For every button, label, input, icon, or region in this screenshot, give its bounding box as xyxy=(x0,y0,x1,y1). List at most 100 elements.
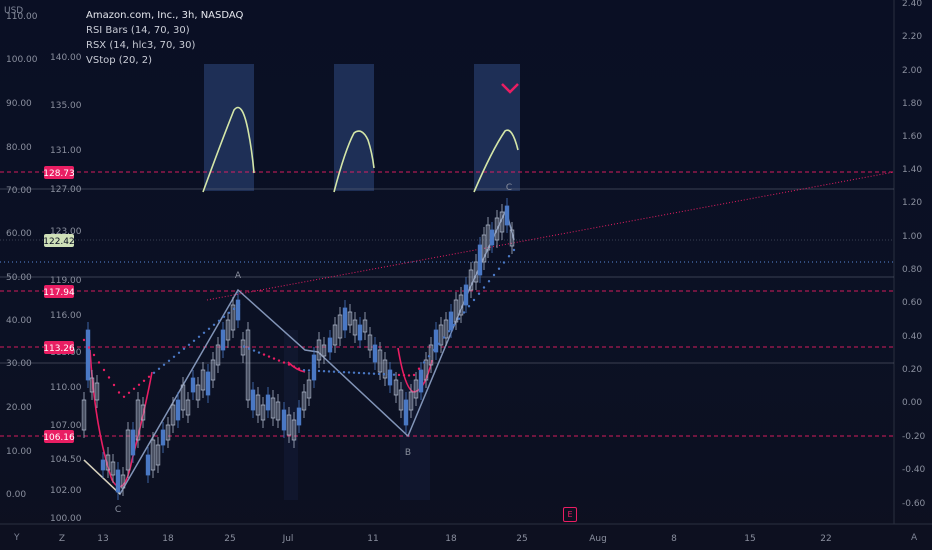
rsx-axis-tick: 0.40 xyxy=(902,332,922,342)
price-tag xyxy=(44,234,74,247)
indicator-rsi-bars[interactable]: RSI Bars (14, 70, 30) xyxy=(86,25,190,36)
earnings-badge[interactable]: E xyxy=(563,507,577,522)
vstop-dot xyxy=(82,338,86,342)
zigzag-pattern xyxy=(83,207,515,496)
price-tag-label: 122.42 xyxy=(43,237,75,247)
vstop-dot xyxy=(172,355,176,358)
candle-body xyxy=(150,439,156,471)
price-axis-tick: 131.00 xyxy=(50,146,82,156)
vstop-dot xyxy=(432,348,436,352)
vstop-dot xyxy=(452,323,456,327)
vstop-dot xyxy=(347,371,351,374)
candle-body xyxy=(286,414,292,436)
candle-body xyxy=(200,369,206,391)
zigzag-leg xyxy=(83,459,121,495)
candle-body xyxy=(393,379,399,396)
vstop-dot xyxy=(212,323,216,326)
candle-body xyxy=(145,454,151,476)
rsi-overbought-zone xyxy=(474,64,520,191)
vstop-dot xyxy=(467,305,471,308)
pattern-label-b: B xyxy=(405,448,411,458)
symbol-title[interactable]: Amazon.com, Inc., 3h, NASDAQ xyxy=(86,10,244,21)
vstop-dot xyxy=(137,383,141,386)
rsx-axis-tick: 1.00 xyxy=(902,232,922,242)
candle-body xyxy=(357,324,363,341)
candle-body xyxy=(382,359,388,379)
vstop-dot xyxy=(357,371,361,375)
time-axis-tick: 8 xyxy=(671,534,677,544)
candle-body xyxy=(311,354,317,381)
candle-body xyxy=(185,399,191,416)
vstop-dot xyxy=(482,286,486,289)
rsx-axis-tick: 1.20 xyxy=(902,198,922,208)
candle-body xyxy=(125,429,131,471)
vstop-dot xyxy=(412,373,416,377)
rsi-axis-tick: 30.00 xyxy=(6,359,32,369)
indicator-rsx[interactable]: RSX (14, hlc3, 70, 30) xyxy=(86,40,196,51)
vstop-dot xyxy=(267,355,271,358)
candle-body xyxy=(403,399,409,426)
vstop-dot xyxy=(442,336,446,339)
log-scale-toggle[interactable]: Y xyxy=(14,533,20,543)
vstop-dot xyxy=(387,373,391,376)
candle-body xyxy=(260,404,266,421)
pattern-label-c: C xyxy=(115,505,121,515)
vstop-dot xyxy=(107,376,111,379)
vstop-dot xyxy=(362,372,366,375)
rsi-axis-tick: 50.00 xyxy=(6,273,32,283)
rsi-axis-tick: 60.00 xyxy=(6,229,32,239)
rsx-axis-tick: -0.60 xyxy=(902,499,926,509)
vstop-dot xyxy=(257,351,261,354)
rsx-axis-tick: -0.40 xyxy=(902,465,926,475)
candle-body xyxy=(423,359,429,381)
vstop-dot xyxy=(197,335,201,338)
price-axis-tick: 119.00 xyxy=(50,276,82,286)
vstop-dot xyxy=(342,371,346,374)
vstop-dot xyxy=(152,371,156,374)
candle-body xyxy=(458,294,464,316)
price-axis-tick: 123.00 xyxy=(50,227,82,237)
vstop-dot xyxy=(127,391,131,394)
rsi-axis-tick: 20.00 xyxy=(6,403,32,413)
candle-body xyxy=(190,377,196,393)
vstop-dot xyxy=(102,368,106,372)
rsi-overbought-zone xyxy=(204,64,254,191)
auto-scale-toggle[interactable]: A xyxy=(911,533,918,543)
price-axis-tick: 107.00 xyxy=(50,421,82,431)
candle-body xyxy=(296,407,302,426)
price-tag xyxy=(44,341,74,354)
rsx-axis-tick: 0.20 xyxy=(902,365,922,375)
vstop-dot xyxy=(287,363,291,366)
rsx-curve xyxy=(287,361,306,373)
candle-body xyxy=(301,391,307,411)
vstop-dot xyxy=(192,339,196,342)
candle-body xyxy=(265,394,271,411)
candle-body xyxy=(332,324,338,346)
vstop-dot xyxy=(427,355,431,358)
vstop-dot xyxy=(352,371,356,374)
vstop-dot xyxy=(277,359,281,362)
candle-body xyxy=(362,319,368,333)
time-axis-tick: 13 xyxy=(97,534,108,544)
candle-body xyxy=(175,399,181,421)
vstop-dot xyxy=(372,372,376,375)
rsi-curve xyxy=(473,129,519,193)
vstop-dot xyxy=(147,375,151,378)
rsi-axis-tick: 110.00 xyxy=(6,12,38,22)
candle-body xyxy=(418,369,424,393)
candle-body xyxy=(494,217,500,241)
indicator-vstop[interactable]: VStop (20, 2) xyxy=(86,55,153,66)
price-axis-tick: 104.50 xyxy=(50,455,82,465)
vstop-dot xyxy=(507,255,511,258)
vstop-dot xyxy=(402,374,406,377)
time-axis-zoom: Z xyxy=(59,534,65,544)
vstop-dot xyxy=(497,267,501,270)
candle-body xyxy=(347,311,353,326)
time-axis-tick: 25 xyxy=(224,534,235,544)
vstop-dot xyxy=(237,303,241,306)
vstop-dot xyxy=(457,317,461,320)
candle-body xyxy=(115,469,121,493)
candle-body xyxy=(100,459,106,471)
